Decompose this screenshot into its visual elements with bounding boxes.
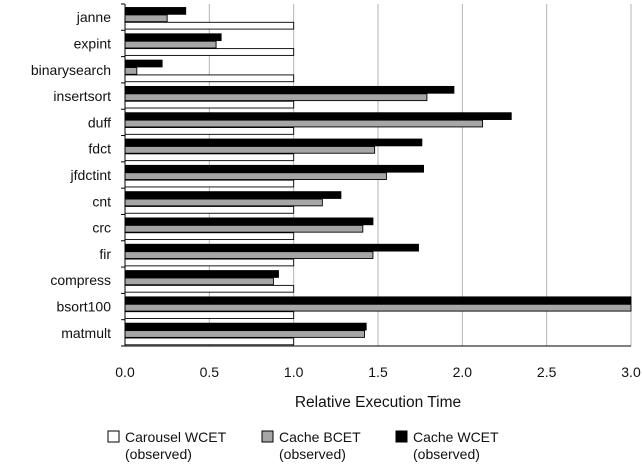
bar-cache-bcet [124,172,387,180]
bar-cache-wcet [124,217,374,226]
bar-carousel-wcet [124,258,295,267]
legend-label-sub: (observed) [279,446,346,462]
bar-carousel-wcet [124,127,295,135]
x-tick-label: 1.5 [368,364,388,380]
bar-carousel-wcet [124,179,295,188]
legend-label-sub: (observed) [413,446,480,462]
legend: Carousel WCET(observed)Cache BCET(observ… [107,429,499,462]
bar-carousel-wcet [124,48,295,56]
category-label: duff [88,114,111,130]
bar-cache-bcet [124,251,374,259]
bar-carousel-wcet [124,100,295,109]
category-label: bsort100 [57,299,112,315]
legend-label-sub: (observed) [125,446,192,462]
bar-carousel-wcet [124,153,295,162]
bar-cache-wcet [124,85,455,94]
bar-cache-wcet [124,138,423,147]
legend-swatch [261,430,274,443]
x-tick-label: 2.5 [537,364,557,380]
bar-carousel-wcet [124,21,295,30]
bar-cache-wcet [124,243,419,252]
category-label: binarysearch [31,62,111,78]
category-labels: janne expint binarysearch insertsort duff fdc… [31,9,111,341]
legend-swatch [395,430,408,443]
x-tick-label: 3.0 [621,364,641,380]
category-label: crc [92,220,111,236]
axes [121,3,631,347]
category-label: matmult [61,325,111,341]
bar-cache-wcet [124,270,279,278]
legend-label: Cache BCET [279,429,361,445]
bar-cache-bcet [124,277,274,286]
bar-cache-wcet [124,164,424,173]
bar-cache-bcet [124,224,364,233]
x-tick-label: 0.5 [200,364,220,380]
bar-cache-wcet [124,112,512,120]
legend-label: Cache WCET [413,429,499,445]
legend-swatch [107,430,120,443]
bar-cache-bcet [124,14,168,23]
bar-carousel-wcet [124,74,295,83]
bar-carousel-wcet [124,284,295,293]
bar-carousel-wcet [124,206,295,214]
category-label: fdct [88,141,111,157]
x-tick-label: 0.0 [115,364,135,380]
bar-carousel-wcet [124,337,295,346]
category-label: fir [99,246,111,262]
bars [124,7,632,346]
category-label: insertsort [53,88,111,104]
x-tick-labels: 0.0 0.5 1.0 1.5 2.0 2.5 3.0 [115,364,641,380]
bar-cache-wcet [124,296,632,305]
bar-cache-bcet [124,40,217,49]
bar-cache-bcet [124,198,323,207]
bar-carousel-wcet [124,311,295,319]
bar-cache-wcet [124,322,367,331]
legend-label: Carousel WCET [125,429,227,445]
bar-cache-wcet [124,7,187,15]
bar-cache-bcet [124,119,484,128]
bar-cache-bcet [124,67,138,75]
category-label: cnt [92,193,111,209]
category-label: expint [74,35,111,51]
category-label: janne [76,9,111,25]
bar-carousel-wcet [124,232,295,241]
x-tick-label: 1.0 [284,364,304,380]
bar-cache-bcet [124,303,632,312]
category-label: compress [50,272,111,288]
bar-cache-wcet [124,191,342,199]
bar-cache-bcet [124,145,376,154]
category-label: jfdctint [70,167,112,183]
bar-cache-bcet [124,330,365,338]
bar-cache-bcet [124,93,428,102]
x-axis-title: Relative Execution Time [295,394,461,411]
bar-cache-wcet [124,33,222,42]
bar-cache-wcet [124,59,163,68]
x-tick-label: 2.0 [453,364,473,380]
